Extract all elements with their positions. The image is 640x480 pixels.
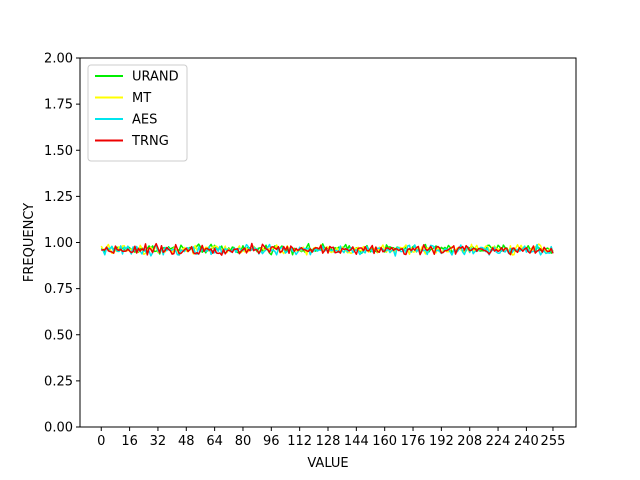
y-tick-label: 1.75 [44, 98, 73, 113]
legend-label: TRNG [131, 134, 169, 149]
y-tick-label: 1.00 [44, 236, 73, 251]
legend: URAND MT AES TRNG [87, 64, 188, 162]
y-tick-label: 0.25 [44, 374, 73, 389]
x-tick-label: 224 [486, 434, 511, 449]
legend-label: AES [132, 113, 157, 128]
y-tick-label: 0.50 [44, 328, 73, 343]
x-tick-label: 255 [541, 434, 566, 449]
legend-label: MT [132, 91, 151, 106]
series-layer [100, 242, 554, 257]
series-line-trng [101, 242, 554, 256]
x-tick-label: 64 [206, 434, 223, 449]
y-tick-label: 2.00 [44, 52, 73, 67]
legend-box [87, 64, 188, 162]
x-tick-label: 176 [401, 434, 426, 449]
x-tick-label: 0 [97, 434, 105, 449]
x-axis: 0 16 32 48 64 80 96 112 128 144 160 176 192 208 224 240… [97, 427, 565, 449]
legend-label: URAND [132, 70, 179, 85]
x-tick-label: 96 [263, 434, 280, 449]
x-tick-label: 16 [121, 434, 138, 449]
x-tick-label: 192 [429, 434, 454, 449]
x-tick-label: 240 [514, 434, 539, 449]
series-line-mt [100, 243, 554, 256]
x-tick-label: 32 [150, 434, 167, 449]
x-axis-label: VALUE [307, 456, 348, 471]
x-tick-label: 48 [178, 434, 195, 449]
x-tick-label: 160 [372, 434, 397, 449]
x-tick-label: 128 [316, 434, 341, 449]
y-tick-label: 1.25 [44, 190, 73, 205]
y-tick-label: 0.75 [44, 282, 73, 297]
y-axis-label: FREQUENCY [22, 203, 37, 282]
x-tick-label: 80 [235, 434, 252, 449]
x-tick-label: 208 [457, 434, 482, 449]
y-tick-label: 1.50 [44, 144, 73, 159]
y-axis: 0.00 0.25 0.50 0.75 1.00 1.25 1.50 1.75 2.00 [44, 52, 80, 436]
y-tick-label: 0.00 [44, 421, 73, 436]
x-tick-label: 112 [287, 434, 312, 449]
x-tick-label: 144 [344, 434, 369, 449]
